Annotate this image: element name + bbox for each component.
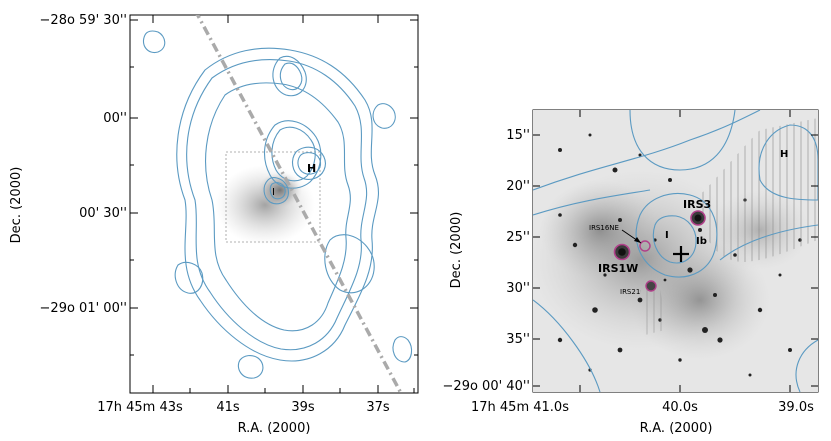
source-markers <box>613 210 706 292</box>
label-i: I <box>665 230 669 241</box>
right-plot-content <box>533 110 818 392</box>
left-contours <box>142 30 413 379</box>
right-y-tick-0: 15'' <box>506 128 530 143</box>
left-x-tick-2: 39s <box>291 400 315 415</box>
right-x-tick-2: 39.0s <box>778 400 814 415</box>
right-y-tick-1: 20'' <box>506 179 530 194</box>
right-y-axis-title: Dec. (2000) <box>449 212 464 289</box>
left-y-tick-3: −29o 01' 00'' <box>40 301 127 316</box>
label-ib: Ib <box>696 236 707 247</box>
left-label-i: I <box>272 187 275 198</box>
label-irs3: IRS3 <box>683 198 711 211</box>
left-y-axis-title: Dec. (2000) <box>9 167 24 244</box>
right-x-tick-1: 40.0s <box>662 400 698 415</box>
left-x-tick-1: 41s <box>216 400 240 415</box>
left-y-tick-0: −28o 59' 30'' <box>40 13 127 28</box>
right-y-tick-5: −29o 00' 40'' <box>443 379 530 394</box>
irs16ne-marker <box>639 240 651 252</box>
right-panel: IRS3 IRS16NE IRS1W IRS21 I Ib H 15'' 20'… <box>443 109 819 436</box>
label-irs1w: IRS1W <box>598 262 638 275</box>
right-y-tick-2: 25'' <box>506 230 530 245</box>
hatched-region <box>700 118 818 262</box>
right-y-tick-4: 35'' <box>506 332 530 347</box>
right-contours <box>533 110 818 392</box>
left-x-ticks <box>152 15 415 393</box>
right-x-axis-title: R.A. (2000) <box>640 421 713 436</box>
irs21-marker <box>645 280 657 292</box>
left-label-h: H <box>307 162 316 175</box>
left-panel: I H −28o 59' 30'' 00'' 00' 30'' −29o 01'… <box>9 13 419 436</box>
label-irs21: IRS21 <box>620 288 640 296</box>
center-cross-icon <box>673 246 689 262</box>
left-x-tick-0: 17h 45m 43s <box>97 400 183 415</box>
right-x-tick-0: 17h 45m 41.0s <box>471 400 569 415</box>
right-x-ticks <box>579 110 791 392</box>
left-y-ticks <box>130 19 418 356</box>
label-irs16ne: IRS16NE <box>589 224 619 232</box>
label-h: H <box>780 149 788 160</box>
right-y-tick-3: 30'' <box>506 281 530 296</box>
left-x-tick-3: 37s <box>366 400 390 415</box>
right-y-ticks <box>533 134 818 387</box>
galactic-plane-line <box>195 15 403 393</box>
left-y-tick-2: 00' 30'' <box>79 206 127 221</box>
left-y-tick-1: 00'' <box>103 111 127 126</box>
left-x-axis-title: R.A. (2000) <box>238 421 311 436</box>
left-plot-content <box>142 15 413 393</box>
